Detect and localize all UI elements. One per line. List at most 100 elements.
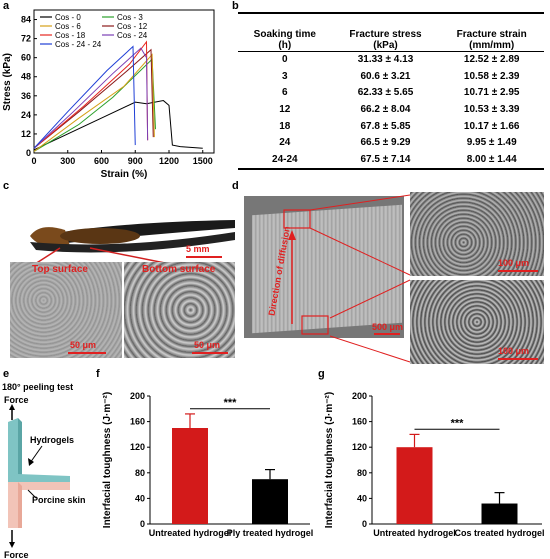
y-tick-label: 24: [21, 110, 31, 120]
top-scale-bar: [68, 352, 106, 354]
table-cell: 66.5 ± 9.29: [360, 137, 411, 149]
table-row: 6 62.33 ± 5.65 10.71 ± 2.95: [238, 85, 544, 102]
force-bottom-label: Force: [4, 550, 29, 558]
table-cell: 24-24: [238, 151, 332, 170]
table-cell: 67.5 ± 7.14: [331, 151, 440, 170]
col-header-fracture-stress: Fracture stress (kPa): [349, 28, 422, 51]
table-cell: 10.58 ± 2.39: [463, 70, 520, 82]
hydrogels-label: Hydrogels: [30, 435, 74, 445]
top-surface-label: Top surface: [32, 264, 88, 275]
top-scale-label: 50 μm: [70, 340, 97, 350]
table-row: 18 67.8 ± 5.85 10.17 ± 1.66: [238, 118, 544, 135]
bar: [172, 428, 208, 524]
y-tick-label: 60: [21, 53, 31, 63]
y-tick-label: 0: [26, 148, 31, 158]
panel-label-d: d: [232, 180, 239, 192]
table-cell: 12: [279, 104, 291, 116]
legend-entry: Cos - 18: [55, 31, 86, 40]
legend-entry: Cos - 3: [117, 13, 143, 22]
peeling-test-title: 180° peeling test: [2, 382, 73, 392]
table-cell: 62.33 ± 5.65: [357, 87, 414, 99]
y-tick-label: 40: [357, 493, 367, 503]
cross-section-sem: Direction of diffusion 500 μm: [244, 196, 404, 338]
x-tick-label: 1500: [193, 156, 213, 166]
series-line: [33, 48, 154, 149]
legend-entry: Cos - 6: [55, 22, 81, 31]
category-label: Untreated hydrogel: [149, 528, 232, 538]
photo-scale-label: 5 mm: [186, 244, 210, 254]
d-zoom-lines: [309, 194, 411, 363]
zoom-bottom-sem: 100 μm: [410, 280, 544, 364]
ply-toughness-chart: 0 40 80 120 160 200 Interfacial toughness (J·m…: [102, 391, 313, 538]
bottom-surface-sem: Bottom surface 50 μm: [124, 262, 235, 358]
table-cell: 60.6 ± 3.21: [360, 70, 411, 82]
y-tick-label: 84: [21, 15, 31, 25]
bottom-scale-label: 50 μm: [194, 340, 221, 350]
main-scale-bar: [374, 333, 400, 335]
x-tick-label: 900: [128, 156, 143, 166]
photo-scale-bar: [186, 256, 222, 258]
y-tick-label: 160: [130, 417, 145, 427]
panel-label-c: c: [3, 180, 10, 192]
panel-label-f: f: [96, 368, 100, 380]
porcine-skin-label: Porcine skin: [32, 495, 86, 505]
table-row: 24-24 67.5 ± 7.14 8.00 ± 1.44: [238, 151, 544, 170]
table-row: 0 31.33 ± 4.13 12.52 ± 2.89: [238, 51, 544, 68]
table-cell: 0: [282, 54, 288, 66]
legend-entry: Cos - 0: [55, 13, 81, 22]
stress-strain-chart: 0 12 24 36 48 60 72 84 0 300 600 900 1200 1500 Cos -…: [2, 9, 215, 180]
col-header-soaking-time: Soaking time (h): [253, 28, 316, 51]
cos-toughness-chart: 0 40 80 120 160 200 Interfacial toughness (J·m…: [324, 391, 545, 538]
table-cell: 6: [282, 87, 288, 99]
y-tick-label: 120: [352, 442, 367, 452]
y-tick-label: 12: [21, 129, 31, 139]
hydrogel-photo: 5 mm: [10, 192, 235, 262]
zoom-arrows: [34, 247, 171, 265]
y-axis-label: Interfacial toughness (J·m⁻²): [102, 392, 113, 528]
bottom-surface-label: Bottom surface: [142, 264, 216, 275]
y-tick-label: 200: [352, 391, 367, 401]
main-scale-label: 500 μm: [372, 322, 404, 332]
y-tick-label: 120: [130, 442, 145, 452]
x-tick-label: 600: [94, 156, 109, 166]
x-tick-label: 300: [60, 156, 75, 166]
legend-entry: Cos - 12: [117, 22, 148, 31]
category-label: Untreated hydrogel: [373, 528, 456, 538]
table-row: 12 66.2 ± 8.04 10.53 ± 3.39: [238, 101, 544, 118]
zoom-top-scale-bar: [498, 270, 538, 272]
table-row: 24 66.5 ± 9.29 9.95 ± 1.49: [238, 134, 544, 151]
plot-frame: [33, 9, 215, 154]
zoom-bottom-scale-label: 100 μm: [498, 346, 530, 356]
y-tick-label: 80: [357, 468, 367, 478]
legend-entry: Cos - 24: [117, 31, 148, 40]
y-tick-label: 36: [21, 91, 31, 101]
x-tick-label: 0: [31, 156, 36, 166]
table-cell: 3: [282, 70, 288, 82]
mechanical-properties-table: Soaking time (h) Fracture stress (kPa) Fra…: [238, 12, 544, 170]
zoom-top-sem: 100 μm: [410, 192, 544, 276]
y-tick-label: 160: [352, 417, 367, 427]
y-tick-label: 0: [140, 519, 145, 529]
bar: [481, 503, 518, 524]
table-row: 3 60.6 ± 3.21 10.58 ± 2.39: [238, 68, 544, 85]
table-cell: 10.71 ± 2.95: [463, 87, 520, 99]
y-axis-label: Interfacial toughness (J·m⁻²): [324, 392, 335, 528]
y-tick-label: 200: [130, 391, 145, 401]
y-tick-label: 48: [21, 72, 31, 82]
table-cell: 18: [279, 120, 291, 132]
series-line: [33, 53, 155, 152]
x-tick-label: 1200: [159, 156, 179, 166]
top-surface-sem: Top surface 50 μm: [10, 262, 122, 358]
table-cell: 8.00 ± 1.44: [439, 151, 544, 170]
significance-label: ***: [224, 397, 238, 409]
table-cell: 66.2 ± 8.04: [360, 104, 411, 116]
zoom-bottom-scale-bar: [498, 358, 538, 360]
panel-label-e: e: [3, 368, 10, 380]
category-label: Cos treated hydrogel: [454, 528, 544, 538]
y-tick-label: 72: [21, 34, 31, 44]
table-cell: 10.53 ± 3.39: [463, 104, 520, 116]
peeling-test-schematic: 180° peeling test Force Hydrogels Porcin…: [2, 382, 86, 558]
table-cell: 24: [279, 137, 291, 149]
x-axis-label: Strain (%): [101, 169, 148, 180]
y-axis-label: Stress (kPa): [2, 53, 13, 111]
